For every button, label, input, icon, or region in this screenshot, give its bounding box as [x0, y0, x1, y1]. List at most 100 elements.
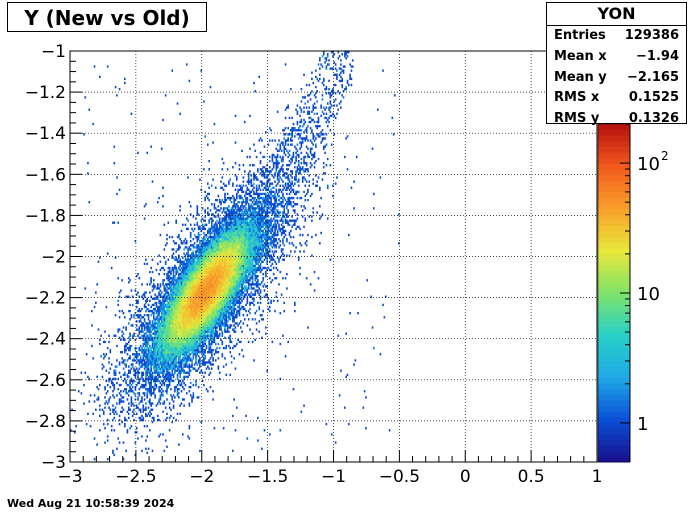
heatmap-cell [293, 303, 296, 307]
heatmap-cell [187, 262, 189, 266]
heatmap-cell [249, 301, 251, 305]
heatmap-cell [179, 324, 181, 327]
heatmap-cell [205, 326, 208, 329]
heatmap-cell [239, 272, 242, 276]
heatmap-cell [143, 348, 146, 352]
heatmap-cell [145, 365, 147, 368]
heatmap-cell [209, 305, 212, 309]
heatmap-cell [171, 297, 174, 300]
heatmap-cell [178, 396, 180, 399]
heatmap-cell [156, 262, 159, 266]
heatmap-cell [166, 297, 168, 300]
heatmap-cell [187, 311, 189, 315]
heatmap-cell [237, 295, 239, 298]
heatmap-cell [143, 340, 146, 344]
heatmap-cell [156, 326, 159, 329]
heatmap-cell [141, 307, 143, 311]
heatmap-cell [159, 398, 162, 401]
heatmap-cell [187, 340, 189, 344]
heatmap-cell [241, 293, 243, 296]
heatmap-cell [147, 346, 150, 350]
heatmap-cell [207, 320, 209, 323]
heatmap-cell [137, 381, 139, 385]
heatmap-cell [251, 248, 254, 251]
heatmap-cell [108, 340, 110, 344]
heatmap-cell [150, 365, 152, 368]
heatmap-cell [210, 289, 213, 292]
heatmap-cell [160, 348, 163, 352]
heatmap-cell [214, 235, 217, 239]
heatmap-cell [228, 238, 230, 241]
heatmap-cell [156, 361, 159, 364]
heatmap-cell [204, 303, 206, 307]
heatmap-cell [147, 309, 150, 313]
heatmap-cell [209, 252, 212, 255]
heatmap-cell [218, 264, 221, 268]
heatmap-cell [213, 238, 216, 241]
heatmap-cell [197, 258, 200, 261]
heatmap-cell [166, 363, 168, 366]
heatmap-cell [200, 318, 203, 321]
heatmap-cell [184, 258, 187, 261]
heatmap-cell [242, 295, 245, 298]
heatmap-cell [142, 371, 145, 374]
heatmap-cell [229, 272, 232, 276]
heatmap-cell [155, 357, 158, 360]
heatmap-cell [216, 246, 218, 249]
heatmap-cell [192, 320, 195, 323]
heatmap-cell [213, 279, 216, 282]
heatmap-cell [236, 311, 238, 315]
heatmap-cell [233, 357, 235, 360]
heatmap-cell [249, 264, 251, 268]
heatmap-cell [129, 279, 131, 282]
heatmap-cell [196, 291, 199, 294]
heatmap-cell [214, 244, 217, 247]
heatmap-cell [121, 351, 123, 354]
heatmap-cell [184, 289, 187, 292]
heatmap-cell [170, 365, 172, 368]
heatmap-cell [127, 369, 130, 372]
heatmap-cell [236, 301, 238, 305]
heatmap-cell [242, 287, 245, 290]
heatmap-cell [176, 295, 179, 298]
heatmap-cell [197, 326, 200, 329]
heatmap-cell [247, 272, 250, 276]
heatmap-cell [193, 314, 196, 317]
heatmap-cell [208, 316, 210, 319]
heatmap-cell [209, 328, 212, 331]
heatmap-cell [178, 324, 180, 327]
heatmap-cell [192, 396, 195, 399]
heatmap-cell [197, 297, 200, 300]
heatmap-cell [153, 307, 155, 311]
heatmap-cell [210, 277, 213, 280]
heatmap-cell [205, 367, 208, 370]
heatmap-cell [183, 324, 185, 327]
heatmap-cell [163, 371, 166, 374]
heatmap-cell [124, 363, 126, 366]
heatmap-cell [209, 303, 212, 307]
heatmap-cell [176, 289, 179, 292]
heatmap-cell [193, 283, 196, 286]
heatmap-cell [108, 379, 110, 383]
heatmap-cell [251, 275, 254, 278]
heatmap-cell [126, 342, 129, 346]
heatmap-cell [174, 324, 176, 327]
heatmap-cell [145, 414, 147, 418]
heatmap-cell [179, 238, 181, 241]
heatmap-cell [176, 326, 179, 329]
heatmap-cell [207, 309, 209, 313]
heatmap-cell [214, 328, 217, 331]
heatmap-cell [195, 330, 197, 333]
heatmap-cell [172, 344, 175, 348]
heatmap-cell [236, 295, 238, 298]
heatmap-cell [174, 328, 176, 331]
heatmap-cell [105, 369, 108, 372]
heatmap-cell [205, 246, 208, 249]
heatmap-cell [163, 361, 166, 364]
heatmap-cell [200, 314, 203, 317]
heatmap-cell [309, 283, 312, 286]
heatmap-cell [174, 326, 176, 329]
heatmap-cell [208, 303, 210, 307]
heatmap-cell [167, 365, 170, 368]
heatmap-cell [162, 279, 164, 282]
